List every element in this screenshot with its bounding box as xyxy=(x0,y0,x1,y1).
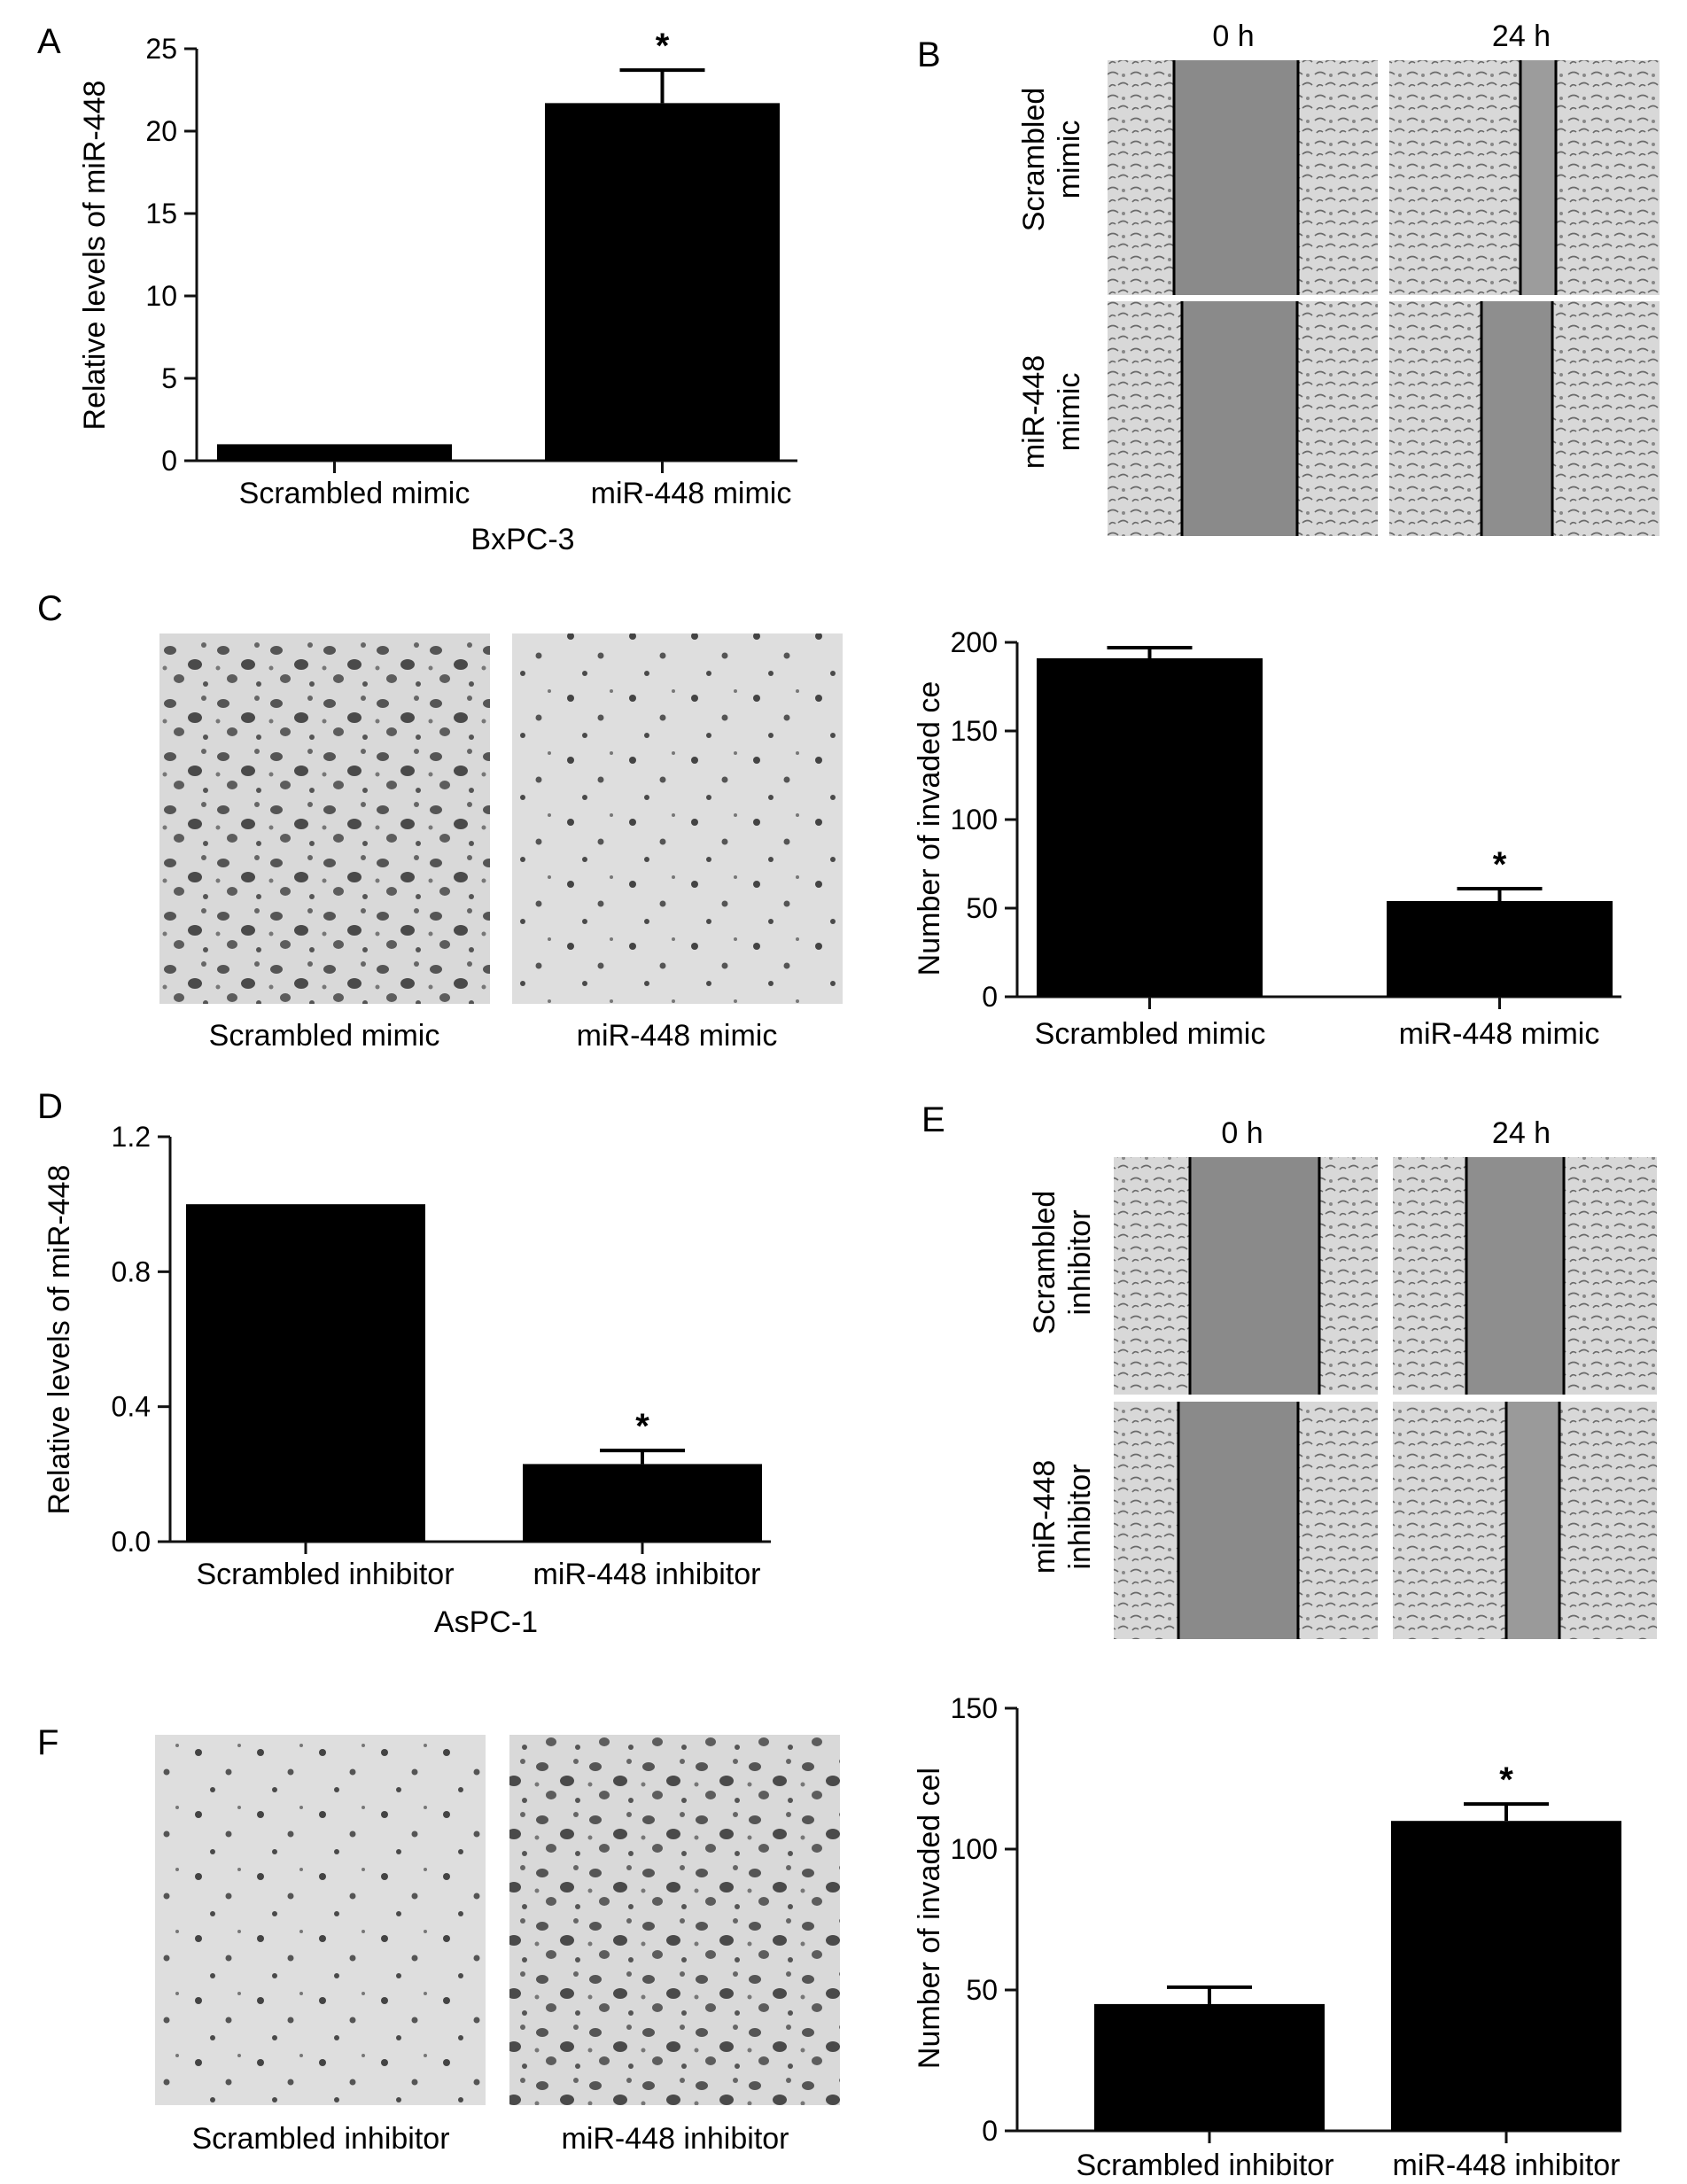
x-tick-label: Scrambled mimic xyxy=(1035,1017,1266,1051)
y-tick-label: 5 xyxy=(161,362,177,394)
micrograph-e-mir448-24h xyxy=(1393,1402,1657,1639)
x-tick-label: miR-448 inhibitor xyxy=(533,1558,761,1591)
y-tick-label: 100 xyxy=(951,1833,998,1865)
significance-star: * xyxy=(656,27,670,66)
panel-e-col-label-24h: 24 h xyxy=(1492,1116,1551,1150)
bar-2 xyxy=(545,103,780,461)
y-tick-label: 0.0 xyxy=(112,1526,151,1558)
micrograph-f-caption-2: miR-448 inhibitor xyxy=(562,2122,789,2156)
micrograph-c-caption-1: Scrambled mimic xyxy=(209,1019,440,1053)
panel-e-scratch-assay: 0 h 24 h Scrambled inhibitor miR-448 inh… xyxy=(1028,1116,1657,1639)
chart-f: 0 50 100 150 Number of invaded cel Scrambled … xyxy=(913,1692,1621,2182)
x-tick-label: Scrambled inhibitor xyxy=(1076,2149,1333,2182)
panel-letter-b: B xyxy=(917,35,941,74)
micrograph-e-mir448-0h xyxy=(1114,1402,1378,1639)
panel-letter-f: F xyxy=(37,1723,58,1762)
y-tick-label: 150 xyxy=(951,715,998,747)
panel-c-invasion-images: Scrambled mimic miR-448 mimic xyxy=(159,633,843,1053)
chart-a: 0 5 10 15 20 25 Relative levels of miR-448 Scra… xyxy=(78,27,797,556)
micrograph-c-mir448 xyxy=(512,633,843,1004)
micrograph-e-scrambled-24h xyxy=(1393,1157,1657,1395)
micrograph-c-scrambled xyxy=(159,633,490,1004)
bar-1 xyxy=(217,444,452,461)
panel-b-row-label-2b: mimic xyxy=(1053,373,1086,452)
significance-star: * xyxy=(1493,845,1507,884)
significance-star: * xyxy=(635,1407,649,1446)
micrograph-f-caption-1: Scrambled inhibitor xyxy=(191,2122,449,2156)
panel-letter-e: E xyxy=(921,1100,945,1139)
panel-letter-a: A xyxy=(37,22,61,61)
panel-letter-c: C xyxy=(37,589,63,628)
bar-2 xyxy=(1387,901,1613,997)
y-tick-label: 0.8 xyxy=(112,1255,151,1287)
significance-star: * xyxy=(1499,1760,1513,1799)
panel-e-row-label-1a: Scrambled xyxy=(1028,1191,1061,1335)
micrograph-e-scrambled-0h xyxy=(1114,1157,1378,1395)
y-tick-label: 0 xyxy=(982,981,998,1013)
micrograph-b-scrambled-24h xyxy=(1389,60,1660,295)
y-tick-label: 150 xyxy=(951,1692,998,1724)
x-tick-label: miR-448 mimic xyxy=(1399,1017,1600,1051)
x-axis-title: AsPC-1 xyxy=(434,1605,538,1639)
micrograph-c-caption-2: miR-448 mimic xyxy=(577,1019,778,1053)
x-tick-label: Scrambled mimic xyxy=(239,477,470,510)
x-tick-label: Scrambled inhibitor xyxy=(196,1558,454,1591)
bar-2 xyxy=(1391,1821,1621,2131)
y-tick-label: 0.4 xyxy=(112,1391,151,1423)
y-tick-label: 0 xyxy=(982,2115,998,2147)
panel-b-row-label-1b: mimic xyxy=(1053,120,1086,199)
micrograph-f-mir448 xyxy=(509,1735,840,2105)
y-tick-label: 50 xyxy=(966,1974,998,2006)
micrograph-b-scrambled-0h xyxy=(1108,60,1378,295)
panel-e-col-label-0h: 0 h xyxy=(1221,1116,1263,1150)
y-axis-label: Relative levels of miR-448 xyxy=(78,81,112,431)
panel-b-col-label-0h: 0 h xyxy=(1212,19,1254,53)
panel-f-invasion-images: Scrambled inhibitor miR-448 inhibitor xyxy=(155,1735,840,2156)
x-axis-title: BxPC-3 xyxy=(470,523,574,556)
y-tick-label: 10 xyxy=(145,280,177,312)
bar-1 xyxy=(186,1204,425,1542)
bar-2 xyxy=(523,1464,762,1542)
y-axis-label: Number of invaded ce xyxy=(913,681,946,976)
micrograph-f-scrambled xyxy=(155,1735,486,2105)
panel-b-row-label-1a: Scrambled xyxy=(1017,88,1051,232)
micrograph-b-mir448-0h xyxy=(1108,301,1378,536)
y-tick-label: 1.2 xyxy=(112,1121,151,1153)
y-axis-label: Relative levels of miR-448 xyxy=(43,1165,76,1515)
panel-b-scratch-assay: 0 h 24 h Scrambled mimic miR-448 mimic xyxy=(1017,19,1660,536)
y-tick-label: 200 xyxy=(951,626,998,658)
panel-letter-d: D xyxy=(37,1087,63,1126)
panel-b-row-label-2a: miR-448 xyxy=(1017,355,1051,469)
y-axis-label: Number of invaded cel xyxy=(913,1768,946,2069)
x-tick-label: miR-448 mimic xyxy=(591,477,792,510)
chart-d: 0.0 0.4 0.8 1.2 Relative levels of miR-448 Sc… xyxy=(43,1121,771,1639)
micrograph-b-mir448-24h xyxy=(1389,301,1660,536)
bar-1 xyxy=(1094,2003,1325,2131)
x-tick-label: miR-448 inhibitor xyxy=(1393,2149,1621,2182)
panel-e-row-label-2a: miR-448 xyxy=(1028,1460,1061,1574)
panel-b-col-label-24h: 24 h xyxy=(1492,19,1551,53)
y-tick-label: 15 xyxy=(145,198,177,229)
bar-1 xyxy=(1037,658,1263,997)
y-tick-label: 50 xyxy=(966,892,998,924)
y-tick-label: 0 xyxy=(161,445,177,477)
y-tick-label: 25 xyxy=(145,33,177,65)
y-tick-label: 100 xyxy=(951,804,998,836)
y-tick-label: 20 xyxy=(145,115,177,147)
panel-e-row-label-2b: inhibitor xyxy=(1063,1464,1097,1569)
panel-e-row-label-1b: inhibitor xyxy=(1063,1209,1097,1315)
